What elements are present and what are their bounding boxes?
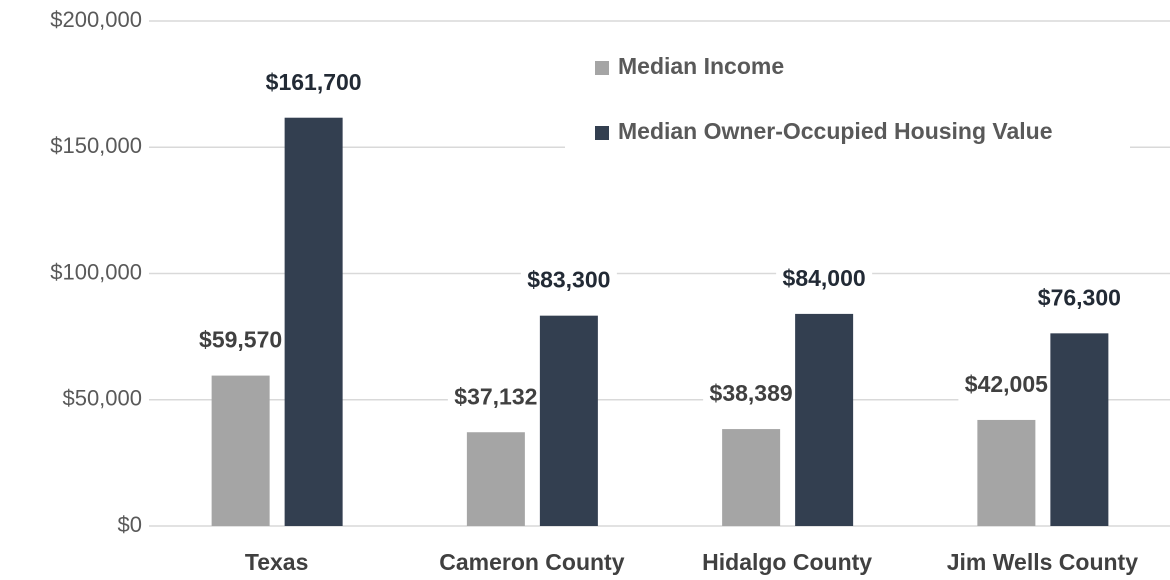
data-label: $83,300 (527, 267, 610, 293)
data-label: $59,570 (199, 327, 282, 353)
legend-background (565, 40, 1130, 160)
y-tick-label: $150,000 (50, 133, 142, 158)
bar (1050, 333, 1109, 526)
x-tick-label: Texas (245, 549, 309, 575)
label-background (1031, 284, 1128, 315)
label-background (958, 370, 1055, 401)
y-tick-label: $50,000 (62, 386, 142, 411)
legend-marker (595, 61, 609, 75)
label-background (520, 266, 617, 297)
label-background (703, 380, 800, 411)
bar (466, 432, 525, 526)
legend-marker (595, 126, 609, 140)
y-tick-label: $100,000 (50, 259, 142, 284)
label-background (447, 383, 544, 414)
bar (284, 117, 343, 527)
bar (211, 375, 270, 526)
bar (795, 313, 854, 526)
label-background (265, 68, 362, 99)
y-tick-label: $0 (118, 512, 142, 537)
bar (722, 429, 781, 526)
data-label: $84,000 (783, 265, 866, 291)
data-label: $38,389 (710, 380, 793, 406)
data-label: $76,300 (1038, 284, 1121, 310)
data-label: $37,132 (454, 383, 537, 409)
x-tick-label: Hidalgo County (702, 549, 872, 575)
x-tick-label: Jim Wells County (947, 549, 1138, 575)
data-label: $161,700 (266, 69, 362, 95)
x-tick-label: Cameron County (439, 549, 625, 575)
bar (539, 315, 598, 526)
label-background (776, 264, 873, 295)
y-tick-label: $200,000 (50, 7, 142, 32)
bar (977, 419, 1036, 526)
legend-label: Median Owner-Occupied Housing Value (618, 118, 1053, 144)
label-background (192, 326, 289, 357)
legend-label: Median Income (618, 53, 784, 79)
data-label: $42,005 (965, 371, 1048, 397)
